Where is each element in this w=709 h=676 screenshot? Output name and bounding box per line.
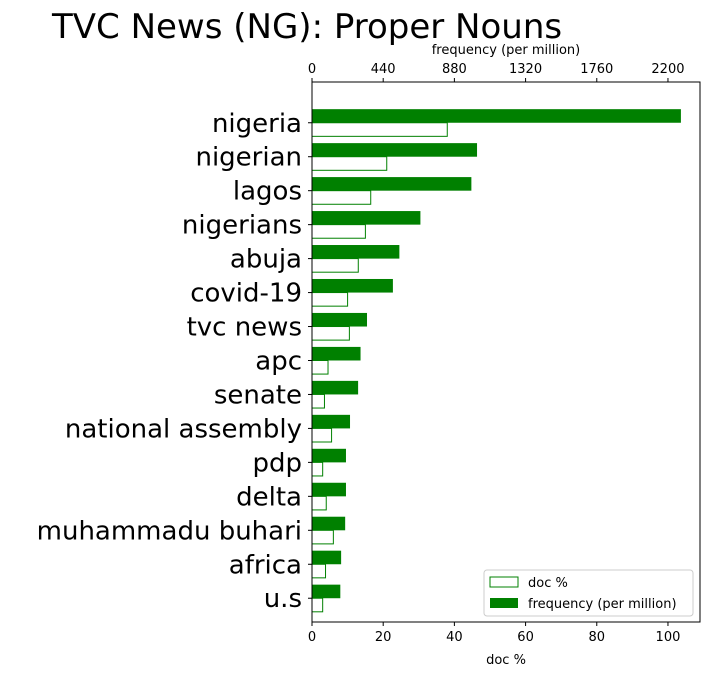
bar-doc-5: [311, 292, 349, 307]
category-label-9: national assembly: [65, 414, 302, 444]
x-top-tick-label-5: 2200: [651, 62, 684, 77]
x-bottom-axis-label: doc %: [486, 653, 526, 668]
x-bottom-tick-label-0: 0: [308, 630, 316, 645]
bar-frequency-8: [312, 380, 359, 395]
category-label-5: covid-19: [190, 279, 302, 309]
x-top-tick-label-1: 440: [371, 62, 396, 77]
bar-doc-2: [311, 190, 372, 205]
legend-swatch-frequency: [490, 598, 518, 608]
x-bottom-ticks: 0 20 40 60 80 100: [308, 622, 681, 645]
category-label-11: delta: [236, 482, 302, 512]
bar-doc-13: [311, 563, 327, 579]
category-label-13: africa: [229, 550, 302, 580]
bar-frequency-9: [312, 414, 351, 429]
bar-doc-10: [311, 461, 324, 477]
category-label-7: apc: [255, 346, 302, 376]
bar-frequency-10: [312, 448, 346, 463]
legend-box: [483, 569, 694, 617]
category-label-3: nigerians: [182, 211, 302, 241]
category-label-14: u.s: [264, 584, 302, 614]
bar-frequency-7: [312, 346, 361, 361]
bar-doc-11: [311, 495, 327, 511]
bar-doc-4: [311, 258, 359, 273]
chart-title: TVC News (NG): Proper Nouns: [51, 7, 562, 47]
category-label-1: nigerian: [195, 143, 302, 173]
bar-doc-9: [311, 427, 333, 443]
x-top-tick-label-3: 1320: [509, 62, 542, 77]
x-bottom-tick-label-4: 80: [588, 630, 605, 645]
x-top-tick-label-0: 0: [308, 62, 316, 77]
bar-frequency-4: [312, 245, 400, 259]
legend-label-frequency: frequency (per million): [528, 597, 677, 612]
bar-frequency-5: [312, 278, 393, 293]
x-bottom-tick-label-3: 60: [517, 630, 534, 645]
plot-frame: [311, 81, 701, 623]
x-top-axis-label: frequency (per million): [432, 43, 581, 58]
bar-frequency-3: [312, 211, 421, 225]
category-label-8: senate: [214, 380, 302, 410]
category-label-0: nigeria: [212, 109, 302, 139]
x-top-tick-label-2: 880: [442, 62, 467, 77]
bar-doc-8: [311, 393, 325, 409]
x-top-tick-label-4: 1760: [580, 62, 613, 77]
bar-doc-1: [311, 156, 388, 171]
category-label-4: abuja: [230, 245, 302, 275]
bar-doc-0: [311, 122, 448, 137]
bar-doc-3: [311, 224, 366, 239]
legend: doc % frequency (per million): [483, 569, 694, 617]
bar-frequency-11: [312, 482, 346, 497]
bar-doc-12: [311, 529, 334, 545]
bar-frequency-1: [312, 143, 478, 157]
bar-frequency-12: [312, 516, 346, 531]
x-top-ticks: 0 440 880 1320 1760 2200: [308, 62, 685, 82]
category-label-6: tvc news: [187, 313, 302, 343]
bar-frequency-13: [312, 550, 342, 565]
category-labels: nigeria nigerian lagos nigerians abuja covid-…: [37, 109, 312, 614]
category-label-12: muhammadu buhari: [37, 516, 302, 546]
bar-frequency-2: [312, 177, 472, 191]
bar-frequency-14: [312, 584, 341, 599]
x-bottom-tick-label-2: 40: [446, 630, 463, 645]
x-bottom-tick-label-5: 100: [656, 630, 681, 645]
legend-label-doc: doc %: [528, 576, 568, 591]
legend-swatch-doc: [489, 576, 519, 588]
category-label-2: lagos: [233, 177, 302, 207]
bars-group: [311, 109, 681, 613]
category-label-10: pdp: [252, 448, 302, 478]
bar-frequency-6: [312, 312, 368, 327]
bar-doc-14: [311, 597, 324, 613]
bar-frequency-0: [312, 109, 681, 123]
x-bottom-tick-label-1: 20: [375, 630, 392, 645]
bar-doc-7: [311, 359, 329, 375]
bar-doc-6: [311, 326, 350, 341]
